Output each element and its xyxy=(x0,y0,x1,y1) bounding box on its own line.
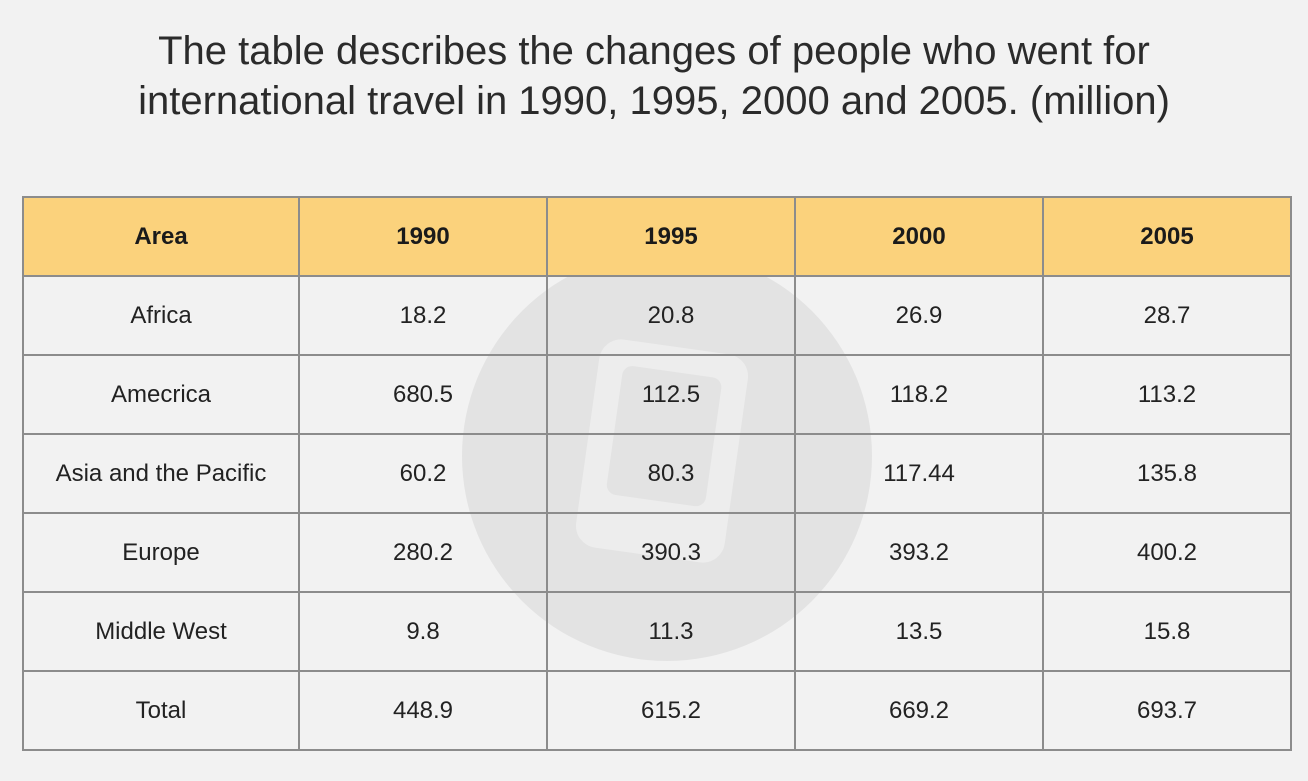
column-header: 2000 xyxy=(794,196,1044,277)
value-cell: 400.2 xyxy=(1042,512,1292,593)
table-row: Middle West 9.8 11.3 13.5 15.8 xyxy=(22,591,1292,672)
table-row: Africa 18.2 20.8 26.9 28.7 xyxy=(22,275,1292,356)
page-title: The table describes the changes of peopl… xyxy=(0,26,1308,126)
value-cell: 135.8 xyxy=(1042,433,1292,514)
value-cell: 28.7 xyxy=(1042,275,1292,356)
value-cell: 669.2 xyxy=(794,670,1044,751)
area-cell: Asia and the Pacific xyxy=(22,433,300,514)
value-cell: 15.8 xyxy=(1042,591,1292,672)
column-header: 2005 xyxy=(1042,196,1292,277)
value-cell: 20.8 xyxy=(546,275,796,356)
value-cell: 448.9 xyxy=(298,670,548,751)
table-row: Europe 280.2 390.3 393.2 400.2 xyxy=(22,512,1292,593)
value-cell: 11.3 xyxy=(546,591,796,672)
area-cell: Middle West xyxy=(22,591,300,672)
value-cell: 113.2 xyxy=(1042,354,1292,435)
data-table: Area 1990 1995 2000 2005 Africa 18.2 20.… xyxy=(22,196,1292,751)
value-cell: 60.2 xyxy=(298,433,548,514)
value-cell: 13.5 xyxy=(794,591,1044,672)
value-cell: 80.3 xyxy=(546,433,796,514)
value-cell: 18.2 xyxy=(298,275,548,356)
value-cell: 680.5 xyxy=(298,354,548,435)
value-cell: 117.44 xyxy=(794,433,1044,514)
area-cell: Total xyxy=(22,670,300,751)
value-cell: 118.2 xyxy=(794,354,1044,435)
value-cell: 615.2 xyxy=(546,670,796,751)
column-header: 1990 xyxy=(298,196,548,277)
value-cell: 390.3 xyxy=(546,512,796,593)
table-row: Asia and the Pacific 60.2 80.3 117.44 13… xyxy=(22,433,1292,514)
table-row: Amecrica 680.5 112.5 118.2 113.2 xyxy=(22,354,1292,435)
area-cell: Africa xyxy=(22,275,300,356)
title-line-2: international travel in 1990, 1995, 2000… xyxy=(138,79,1170,123)
value-cell: 9.8 xyxy=(298,591,548,672)
value-cell: 393.2 xyxy=(794,512,1044,593)
value-cell: 280.2 xyxy=(298,512,548,593)
value-cell: 26.9 xyxy=(794,275,1044,356)
table-header-row: Area 1990 1995 2000 2005 xyxy=(22,196,1292,277)
area-cell: Europe xyxy=(22,512,300,593)
column-header: 1995 xyxy=(546,196,796,277)
column-header: Area xyxy=(22,196,300,277)
value-cell: 112.5 xyxy=(546,354,796,435)
title-line-1: The table describes the changes of peopl… xyxy=(158,29,1150,73)
value-cell: 693.7 xyxy=(1042,670,1292,751)
area-cell: Amecrica xyxy=(22,354,300,435)
data-table-container: Area 1990 1995 2000 2005 Africa 18.2 20.… xyxy=(22,196,1292,766)
table-row: Total 448.9 615.2 669.2 693.7 xyxy=(22,670,1292,751)
